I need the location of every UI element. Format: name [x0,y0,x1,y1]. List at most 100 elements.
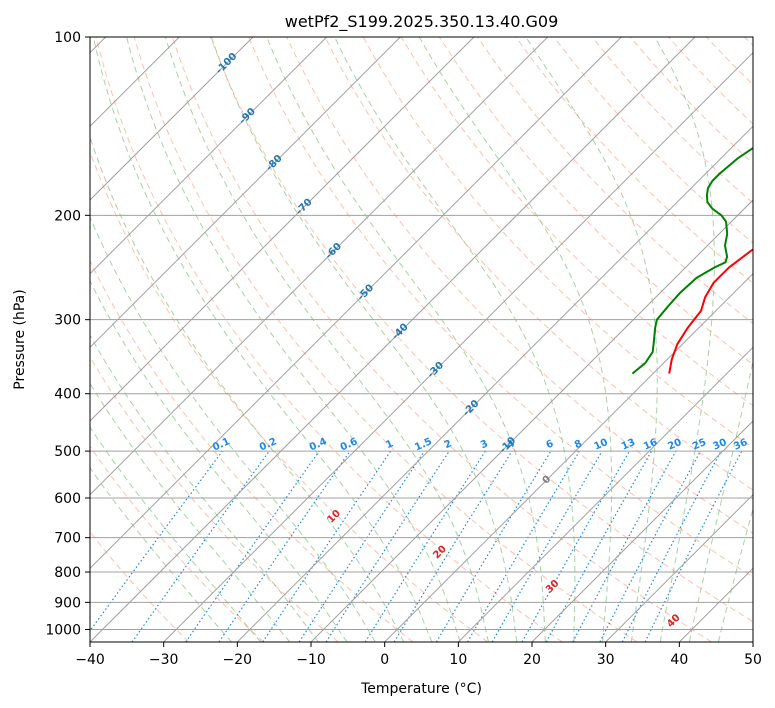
mixing-ratio-label: 20 [666,437,683,453]
mixing-ratio-line [393,450,513,642]
mixing-ratio-line [325,450,450,642]
moist-adiabat-line [90,382,291,642]
isotherm-line [310,199,753,642]
mixing-ratio-label: 10 [593,437,610,453]
mixing-ratio-label: 6 [544,438,555,451]
chart-title: wetPf2_S199.2025.350.13.40.G09 [285,12,559,32]
dry-adiabat-line [248,37,753,578]
x-axis-ticks: −40 −30 −20 −10 0 10 20 30 40 50 [75,642,762,668]
isotherm-line [90,37,328,275]
dry-adiabat-line [286,37,753,534]
x-tick-label: 20 [523,652,541,668]
x-tick-label: −20 [223,652,253,668]
plot-frame [89,36,754,643]
moist-adiabat-line [90,279,348,642]
moist-adiabat-line [90,426,262,642]
moist-adiabat-line [92,37,433,642]
sounding-series [631,146,753,375]
isotherm-line [90,37,549,496]
mixing-ratio-label: 2 [443,438,454,451]
moist-adiabat-line [718,506,753,642]
mixing-ratio-line [185,450,320,642]
x-axis-label: Temperature (°C) [360,681,482,697]
y-tick-label: 1000 [45,622,81,638]
isotherm-line [90,37,254,201]
mixing-ratio-line [545,450,653,642]
mixing-ratio-line [298,450,425,642]
mixing-ratio-label: 3 [479,438,490,451]
y-tick-label: 200 [54,208,81,224]
dry-adiabats [90,37,753,642]
mixing-ratio-line [131,450,270,642]
y-axis-label: Pressure (hPa) [12,289,28,389]
mixing-ratio-line [572,450,677,642]
mixing-ratio-label: 8 [573,438,584,451]
mixing-ratio-label: 30 [711,437,728,453]
dry-adiabat-line [90,356,339,642]
y-tick-label: 100 [54,30,81,46]
dry-adiabat-line [171,37,712,642]
x-tick-label: 40 [670,652,688,668]
temperature-profile [668,248,753,374]
isotherm-line [457,346,753,642]
mixing-ratio-label: 25 [691,437,708,453]
isotherm-line [163,51,753,642]
y-tick-label: 600 [54,491,81,507]
dry-adiabat-line [515,37,753,284]
isotherm-line [236,125,753,642]
y-tick-label: 300 [54,313,81,329]
dry-adiabat-line [90,259,414,642]
x-tick-label: 0 [380,652,389,668]
y-tick-label: 400 [54,387,81,403]
dry-adiabat-line [324,37,753,491]
x-tick-label: 30 [597,652,615,668]
isotherm-line [90,37,401,349]
pressure-gridlines [90,37,753,630]
x-tick-label: 50 [744,652,762,668]
mixing-ratio-label: 4 [506,438,517,451]
moist-adiabat-line [654,37,715,642]
x-tick-label: 10 [449,652,467,668]
y-tick-label: 800 [54,565,81,581]
moist-adiabat-line [90,334,319,642]
mixing-ratio-line [644,450,743,642]
isotherm-line [90,37,622,570]
y-axis-ticks: 1000 900 800 700 600 500 400 300 200 100 [45,30,90,638]
moist-adiabat-line [126,37,461,642]
dry-adiabat-line [133,37,638,642]
dry-adiabat-line [95,37,563,642]
isotherms [90,37,753,642]
mixing-ratio-label: 16 [642,437,659,453]
dry-adiabat-line [210,37,753,623]
isotherm-line [90,37,475,422]
moist-adiabat-line [90,135,405,642]
x-tick-label: −40 [75,652,105,668]
moist-adiabat-line [418,37,613,642]
mixing-ratio-line [218,450,351,642]
moist-adiabat-line [525,37,658,642]
x-tick-label: −10 [296,652,326,668]
dry-adiabat-line [90,445,264,642]
x-tick-label: −30 [149,652,179,668]
mixing-ratio-line [521,450,631,642]
moist-adiabat-line [164,37,489,642]
mixing-ratio-line [90,450,223,632]
dewpoint-profile [631,146,753,375]
mixing-ratio-lines [90,450,743,642]
y-tick-label: 700 [54,531,81,547]
mixing-ratio-label: 36 [732,437,749,453]
moist-adiabat-line [90,467,233,642]
mixing-ratio-line [262,450,392,642]
isotherm-line [605,493,753,642]
mixing-ratio-label: 13 [620,437,637,453]
plot-area: 0.1 0.2 0.4 0.6 1 1.5 2 3 4 6 8 10 13 16 20 25 30 36-100-… [90,37,753,642]
y-tick-label: 500 [54,444,81,460]
isotherm-line [90,37,696,642]
y-tick-label: 900 [54,595,81,611]
isotherm-line [384,272,753,642]
isotherm-line [531,420,753,642]
mixing-ratio-label: 1 [384,438,395,451]
moist-adiabat-line [266,37,546,642]
